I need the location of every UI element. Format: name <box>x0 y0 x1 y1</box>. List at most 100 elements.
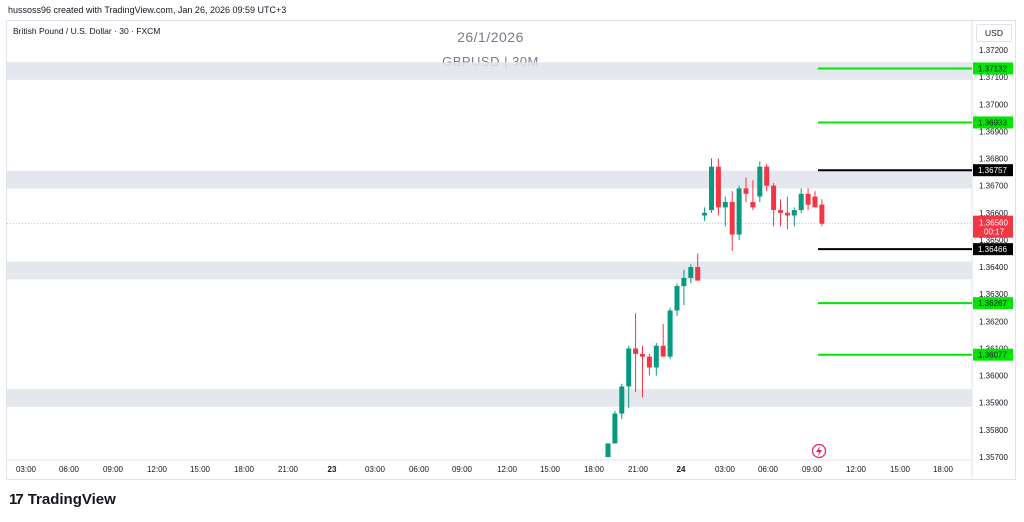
last-price-tag <box>973 215 1013 238</box>
y-tick-label: 1.36600 <box>979 209 1008 218</box>
bar-countdown-label: 00:17 <box>984 228 1005 237</box>
x-tick-label: 09:00 <box>802 465 823 474</box>
y-tick-label: 1.36300 <box>979 290 1008 299</box>
y-tick-label: 1.36400 <box>979 263 1008 272</box>
price-level-label: 1.36267 <box>978 299 1007 308</box>
support-resistance-zone <box>7 261 972 280</box>
bearish-candle <box>633 313 639 392</box>
candle-body <box>660 345 666 357</box>
candle-body <box>633 348 639 354</box>
bearish-candle <box>784 196 790 230</box>
x-tick-label: 18:00 <box>584 465 605 474</box>
support-resistance-zone <box>7 62 972 80</box>
bullish-candle <box>702 207 708 221</box>
x-tick-label: 03:00 <box>715 465 736 474</box>
candle-body <box>715 166 721 208</box>
candle-body <box>626 348 632 387</box>
x-tick-label: 06:00 <box>758 465 779 474</box>
candle-body <box>757 166 763 197</box>
bullish-candle <box>674 283 680 316</box>
y-tick-label: 1.37100 <box>979 73 1008 82</box>
x-tick-label: 12:00 <box>846 465 867 474</box>
bearish-candle <box>743 177 749 202</box>
candle-body <box>812 196 818 208</box>
brand-name: TradingView <box>27 491 116 508</box>
x-tick-label: 09:00 <box>452 465 473 474</box>
x-tick-label: 03:00 <box>16 465 37 474</box>
y-tick-label: 1.35900 <box>979 399 1008 408</box>
bullish-candle <box>709 158 714 213</box>
price-level-tag <box>973 62 1013 75</box>
candle-body <box>736 188 742 235</box>
y-tick-label: 1.36500 <box>979 236 1008 245</box>
candle-body <box>743 188 749 194</box>
price-level-label: 1.36077 <box>978 351 1007 360</box>
bullish-candle <box>688 264 694 284</box>
bearish-candle <box>729 191 735 251</box>
candle-body <box>695 267 701 281</box>
price-level-label: 1.36933 <box>978 118 1007 127</box>
bearish-candle <box>640 345 645 398</box>
candle-body <box>784 212 790 216</box>
bearish-candle <box>812 191 818 208</box>
chart-frame <box>6 20 1016 480</box>
price-level-tag <box>973 243 1013 256</box>
candle-body <box>640 353 645 357</box>
candle-body <box>709 166 714 211</box>
bullish-candle <box>791 207 797 227</box>
y-tick-label: 1.35800 <box>979 426 1008 435</box>
lightning-icon <box>811 443 827 459</box>
bullish-candle <box>667 307 673 360</box>
x-tick-label: 09:00 <box>103 465 124 474</box>
tradingview-logo: 17 TradingView <box>9 491 116 508</box>
candle-body <box>667 310 673 357</box>
bullish-candle <box>619 383 625 420</box>
bullish-candle <box>736 185 742 240</box>
bearish-candle <box>646 353 652 376</box>
price-level-label: 1.37132 <box>978 64 1007 73</box>
x-tick-label: 12:00 <box>497 465 518 474</box>
candle-body <box>702 212 708 216</box>
y-tick-label: 1.35700 <box>979 453 1008 462</box>
y-tick-label: 1.37000 <box>979 100 1008 109</box>
bearish-candle <box>750 180 756 211</box>
bullish-candle <box>681 269 687 306</box>
currency-button[interactable]: USD <box>976 24 1012 42</box>
candle-body <box>750 201 756 208</box>
y-tick-label: 1.36900 <box>979 127 1008 136</box>
x-tick-label: 21:00 <box>628 465 649 474</box>
tradingview-logo-icon: 17 <box>9 491 24 508</box>
price-level-label: 1.36466 <box>978 245 1007 254</box>
candle-body <box>764 166 770 186</box>
x-tick-label: 23 <box>328 465 337 474</box>
bullish-candle <box>722 196 728 227</box>
candle-body <box>798 193 804 211</box>
y-tick-label: 1.36800 <box>979 155 1008 164</box>
bearish-candle <box>819 199 825 227</box>
chart-attribution: hussoss96 created with TradingView.com, … <box>8 5 287 15</box>
support-resistance-zone <box>7 170 972 189</box>
price-level-label: 1.36757 <box>978 166 1007 175</box>
x-tick-label: 24 <box>677 465 686 474</box>
x-tick-label: 15:00 <box>540 465 561 474</box>
price-level-tag <box>973 297 1013 310</box>
support-resistance-zone <box>7 389 972 407</box>
bullish-candle <box>605 443 611 457</box>
candle-body <box>619 386 625 414</box>
y-tick-label: 1.36000 <box>979 372 1008 381</box>
bearish-candle <box>778 199 783 227</box>
lightning-icon-bolt <box>816 446 822 456</box>
candle-body <box>653 345 659 368</box>
candle-body <box>819 204 825 224</box>
bullish-candle <box>757 161 763 202</box>
candle-body <box>722 201 728 208</box>
bearish-candle <box>805 188 811 211</box>
candle-body <box>688 267 694 278</box>
bearish-candle <box>660 324 666 357</box>
bullish-candle <box>653 343 659 376</box>
price-level-tag <box>973 348 1013 361</box>
bullish-candle <box>626 345 632 409</box>
x-tick-label: 18:00 <box>234 465 255 474</box>
last-price-label: 1.36560 <box>979 219 1008 228</box>
